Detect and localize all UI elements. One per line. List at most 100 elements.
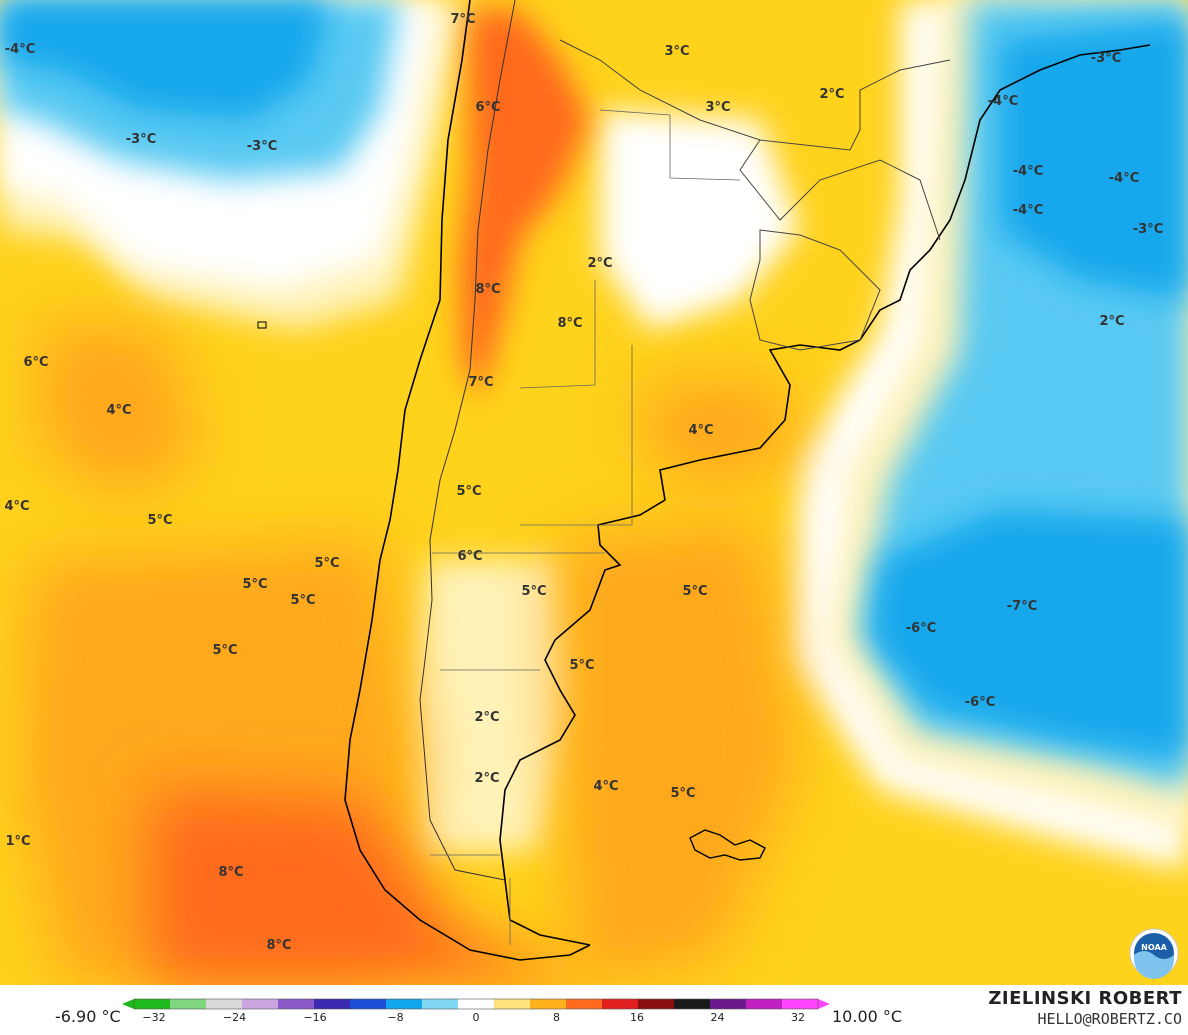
temp-label: 4°C [593,779,618,794]
temperature-colorbar: −32 −24 −16 −8 0 8 16 24 32 [122,998,830,1023]
noaa-logo-icon: NOAA [1129,928,1179,979]
temp-label: 8°C [475,282,500,297]
temp-label: 2°C [474,710,499,725]
province-borders [430,109,741,945]
temperature-labels: -4°C -3°C -3°C 7°C 6°C 3°C 3°C 2°C -3°C -4°C -4°C -… [4,12,1163,953]
colorbar-swatch [422,999,459,1009]
colorbar-tick-label: 8 [553,1011,560,1023]
temp-label: 5°C [242,577,267,592]
temp-label: -4°C [5,42,35,57]
temp-label: 1°C [5,834,30,849]
colorbar-outline [133,998,819,1010]
hot-zone-andes [460,10,590,400]
colorbar-swatch [206,999,243,1009]
pale-zone-north-argentina [600,110,800,330]
cold-zone-east-core [1000,20,1188,300]
temp-label: 2°C [1099,314,1124,329]
temp-label: 6°C [475,100,500,115]
temp-label: -4°C [1013,203,1043,218]
temp-label: 5°C [212,643,237,658]
colorbar-swatch [710,999,747,1009]
temp-label: 5°C [521,584,546,599]
temp-label: -3°C [247,139,277,154]
colorbar-swatch [242,999,279,1009]
colorbar-tick-label: 24 [711,1011,725,1023]
cold-zone-southeast-core [870,510,1188,760]
colorbar-swatch [278,999,315,1009]
hot-zone-southwest [150,790,600,985]
temp-label: 4°C [688,423,713,438]
chile-argentina-border [419,0,516,881]
colorbar-min-arrow [122,999,134,1009]
colorbar-tick-label: 32 [791,1011,805,1023]
temp-label: 7°C [468,375,493,390]
temp-label: 2°C [587,256,612,271]
colorbar-swatch [530,999,567,1009]
temp-label: 4°C [106,403,131,418]
temp-label: -6°C [965,695,995,710]
coastlines-and-borders [257,0,1151,961]
legend-footer: -6.90 °C −32 −24 −16 −8 0 8 16 24 32 10.00 °C ZI… [0,985,1188,1035]
colorbar-tick-label: −32 [142,1011,165,1023]
temp-label: 5°C [569,658,594,673]
temp-label: 8°C [266,938,291,953]
temp-label: 7°C [450,12,475,27]
colorbar-swatch [746,999,783,1009]
orange-zone-buenos-aires [640,380,800,490]
colorbar-swatch [782,999,819,1009]
temp-label: -4°C [1109,171,1139,186]
temp-label: -7°C [1007,599,1037,614]
colorbar-swatch [566,999,603,1009]
temp-label: -3°C [1133,222,1163,237]
temp-label: -3°C [1091,51,1121,66]
author-email: HELLO@ROBERTZ.CO [1037,1010,1183,1028]
temp-label: 2°C [819,87,844,102]
temp-label: 3°C [664,44,689,59]
colorbar-swatch [314,999,351,1009]
pale-zone-patagonia [410,560,575,855]
orange-zone-west [40,320,200,500]
colorbar-swatch [458,999,495,1009]
temperature-anomaly-map: -4°C -3°C -3°C 7°C 6°C 3°C 3°C 2°C -3°C -4°C -4°C -… [0,0,1188,985]
colorbar-tick-label: −8 [387,1011,403,1023]
colorbar-swatch [386,999,423,1009]
temp-label: -3°C [126,132,156,147]
colorbar-swatch [602,999,639,1009]
temp-label: -4°C [988,94,1018,109]
colorbar-swatch [638,999,675,1009]
temperature-field [0,0,1188,985]
range-min-label: -6.90 °C [55,1007,121,1026]
falkland-islands [689,829,766,861]
temp-label: 5°C [290,593,315,608]
noaa-logo-text: NOAA [1141,943,1167,952]
colorbar-swatch [674,999,711,1009]
temp-label: 5°C [314,556,339,571]
temp-label: 5°C [682,584,707,599]
colorbar-swatch [134,999,171,1009]
cold-zone-northwest-core [0,0,330,120]
range-max-label: 10.00 °C [832,1007,903,1026]
colorbar-tick-label: −16 [303,1011,326,1023]
colorbar-tick-label: −24 [223,1011,246,1023]
colorbar-swatch [350,999,387,1009]
temp-label: 3°C [705,100,730,115]
coastline-atlantic [499,44,1151,946]
temp-label: 5°C [670,786,695,801]
temp-label: 4°C [4,499,29,514]
temp-label: 8°C [218,865,243,880]
temp-label: 5°C [147,513,172,528]
temp-label: 6°C [457,549,482,564]
colorbar-tick-label: 16 [630,1011,644,1023]
author-name: ZIELINSKI ROBERT [988,988,1182,1009]
colorbar-tick-label: 0 [473,1011,480,1023]
temp-label: -6°C [906,621,936,636]
colorbar-swatch [494,999,531,1009]
colorbar-max-arrow [818,999,830,1009]
temp-label: -4°C [1013,164,1043,179]
temp-label: 2°C [474,771,499,786]
temp-label: 6°C [23,355,48,370]
country-borders-north [559,39,951,351]
temp-label: 5°C [456,484,481,499]
coastline-pacific [344,0,591,961]
lake-outline [257,321,267,329]
